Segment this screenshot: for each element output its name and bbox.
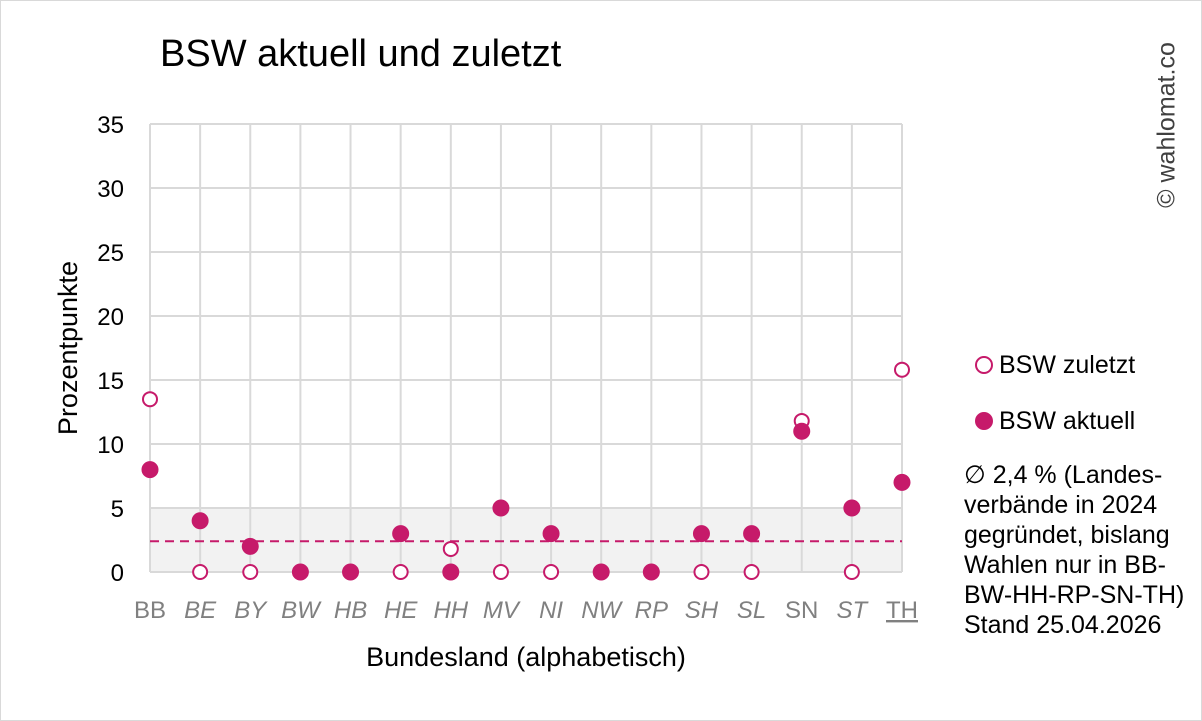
point-zuletzt-MV [492,564,509,580]
x-tick-label: TH [886,597,918,624]
x-tick-label: BE [184,597,217,624]
x-tick-label: RP [635,597,668,624]
chart-title: BSW aktuell und zuletzt [160,33,562,75]
note-line: gegründet, bislang [964,521,1170,549]
point-zuletzt-BY [242,564,259,580]
x-tick-label: HE [384,597,418,624]
point-zuletzt-SL [743,564,760,580]
legend-item-aktuell: BSW aktuell [975,406,1135,436]
note-line: Wahlen nur in BB- [964,551,1166,579]
legend-label-aktuell: BSW aktuell [999,406,1136,435]
point-aktuell-SN [793,422,811,440]
point-aktuell-RP [642,563,660,581]
y-axis-title: Prozentpunkte [53,261,83,435]
x-tick-label: SL [737,597,766,624]
x-tick-label: ST [837,597,870,624]
point-aktuell-TH [893,473,911,491]
x-tick-label: HB [334,597,367,624]
point-aktuell-ST [843,499,861,517]
x-tick-label: NI [539,597,563,624]
y-tick-label: 20 [97,304,124,331]
y-tick-label: 15 [97,368,124,395]
y-tick-label: 35 [97,112,124,139]
point-zuletzt-BB [142,391,158,408]
legend-label-zuletzt: BSW zuletzt [999,350,1136,379]
point-aktuell-BY [241,537,259,555]
y-tick-label: 25 [97,240,124,267]
y-tick-label: 10 [97,432,124,459]
x-tick-label: HH [433,597,468,624]
note-line: Stand 25.04.2026 [964,611,1162,639]
point-zuletzt-HE [392,564,409,580]
point-zuletzt-HH [442,540,459,557]
note-line: ∅ 2,4 % (Landes- [964,461,1163,489]
point-aktuell-BE [191,512,209,530]
point-aktuell-SL [743,525,761,543]
point-aktuell-HH [442,563,460,581]
point-zuletzt-NI [543,564,560,580]
x-tick-label: BY [234,597,268,624]
y-tick-label: 0 [111,560,124,587]
x-tick-label: BB [134,597,166,624]
x-axis-title: Bundesland (alphabetisch) [366,642,686,672]
range-band [150,508,902,572]
point-aktuell-MV [492,499,510,517]
legend-filled-circle-icon [975,412,993,430]
x-tick-label: SN [785,597,818,624]
x-tick-label: SH [685,597,719,624]
legend-open-circle-icon [975,356,993,374]
note-line: verbände in 2024 [964,491,1158,519]
note-line: BW-HH-RP-SN-TH) [964,581,1185,609]
chart-note: ∅ 2,4 % (Landes- verbände in 2024 gegrün… [964,460,1196,640]
point-aktuell-HE [392,525,410,543]
y-tick-label: 30 [97,176,124,203]
point-zuletzt-ST [843,564,860,580]
point-zuletzt-TH [894,361,910,378]
x-tick-label: NW [581,597,623,624]
point-zuletzt-BE [192,564,209,580]
point-aktuell-HB [342,563,360,581]
x-tick-label: MV [483,597,521,624]
y-tick-label: 5 [111,496,124,523]
legend-item-zuletzt: BSW zuletzt [975,350,1135,380]
point-zuletzt-SH [693,564,710,580]
point-aktuell-NW [592,563,610,581]
point-aktuell-SH [692,525,710,543]
point-aktuell-BW [291,563,309,581]
point-aktuell-NI [542,525,560,543]
x-tick-label: BW [281,597,322,624]
point-aktuell-BB [141,461,159,479]
